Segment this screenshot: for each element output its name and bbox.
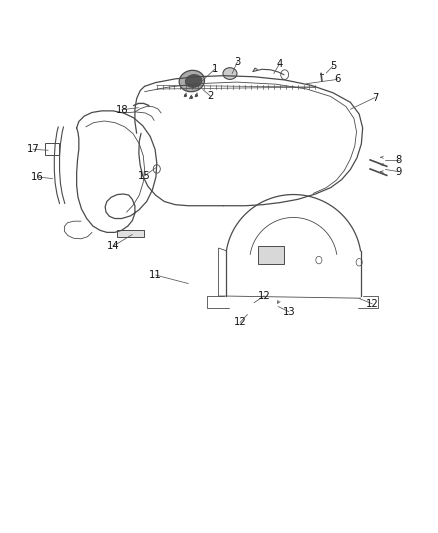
Text: 4: 4: [276, 59, 283, 69]
Circle shape: [316, 256, 322, 264]
Text: 17: 17: [26, 144, 39, 154]
Text: 12: 12: [258, 291, 271, 301]
Text: 11: 11: [149, 270, 162, 280]
Text: 12: 12: [233, 318, 247, 327]
Text: 9: 9: [396, 167, 402, 176]
Text: 2: 2: [207, 91, 213, 101]
Text: 8: 8: [396, 155, 402, 165]
Circle shape: [281, 70, 289, 79]
Ellipse shape: [223, 68, 237, 79]
Text: 18: 18: [116, 105, 128, 115]
Circle shape: [356, 259, 362, 266]
Circle shape: [153, 165, 160, 173]
Text: 13: 13: [283, 307, 295, 317]
Text: 7: 7: [372, 93, 378, 102]
Text: 12: 12: [366, 299, 379, 309]
Ellipse shape: [179, 70, 205, 92]
FancyBboxPatch shape: [117, 230, 144, 237]
Text: 14: 14: [107, 241, 119, 251]
Text: 3: 3: [234, 57, 240, 67]
Text: 16: 16: [31, 172, 44, 182]
FancyBboxPatch shape: [45, 143, 59, 155]
FancyBboxPatch shape: [258, 246, 284, 264]
Ellipse shape: [185, 75, 202, 87]
Text: 5: 5: [330, 61, 336, 71]
Text: 6: 6: [334, 75, 340, 84]
Text: 1: 1: [212, 64, 218, 74]
Text: 15: 15: [138, 171, 151, 181]
